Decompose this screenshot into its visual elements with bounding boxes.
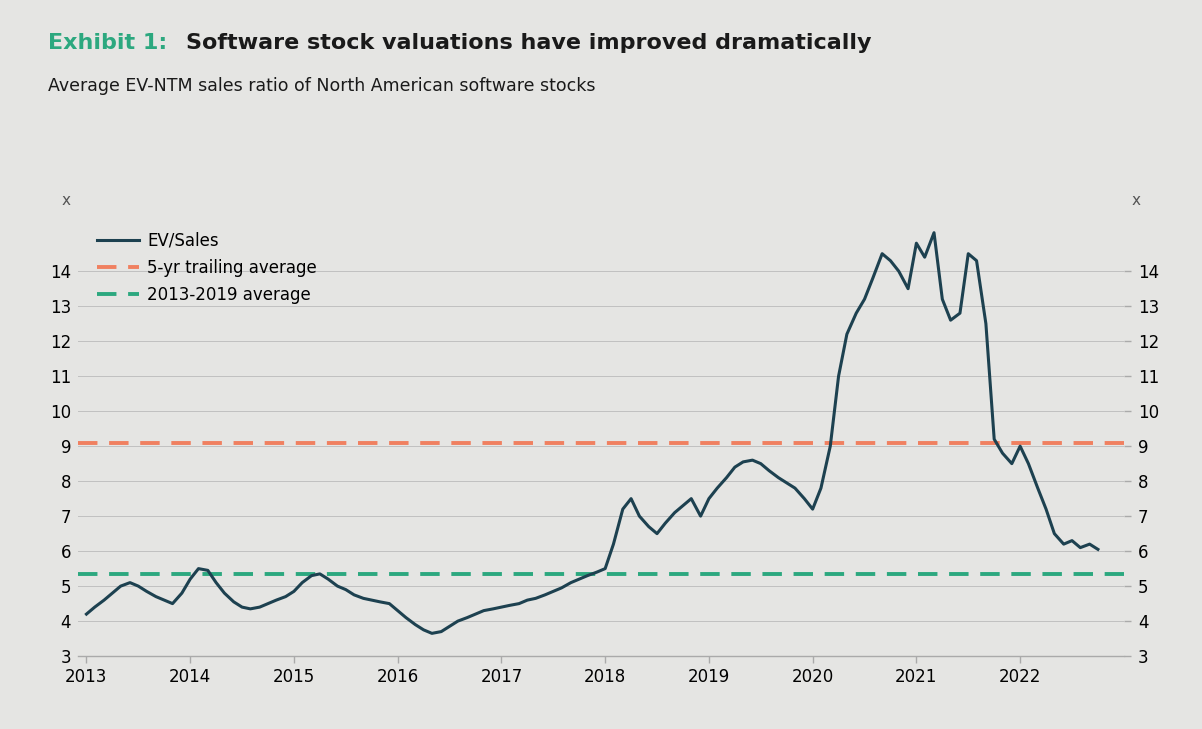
Text: x: x (1131, 192, 1141, 208)
Text: x: x (61, 192, 71, 208)
Text: Average EV-NTM sales ratio of North American software stocks: Average EV-NTM sales ratio of North Amer… (48, 77, 595, 95)
Text: Software stock valuations have improved dramatically: Software stock valuations have improved … (186, 33, 871, 52)
Legend: EV/Sales, 5-yr trailing average, 2013-2019 average: EV/Sales, 5-yr trailing average, 2013-20… (97, 231, 316, 304)
Text: Exhibit 1:: Exhibit 1: (48, 33, 167, 52)
